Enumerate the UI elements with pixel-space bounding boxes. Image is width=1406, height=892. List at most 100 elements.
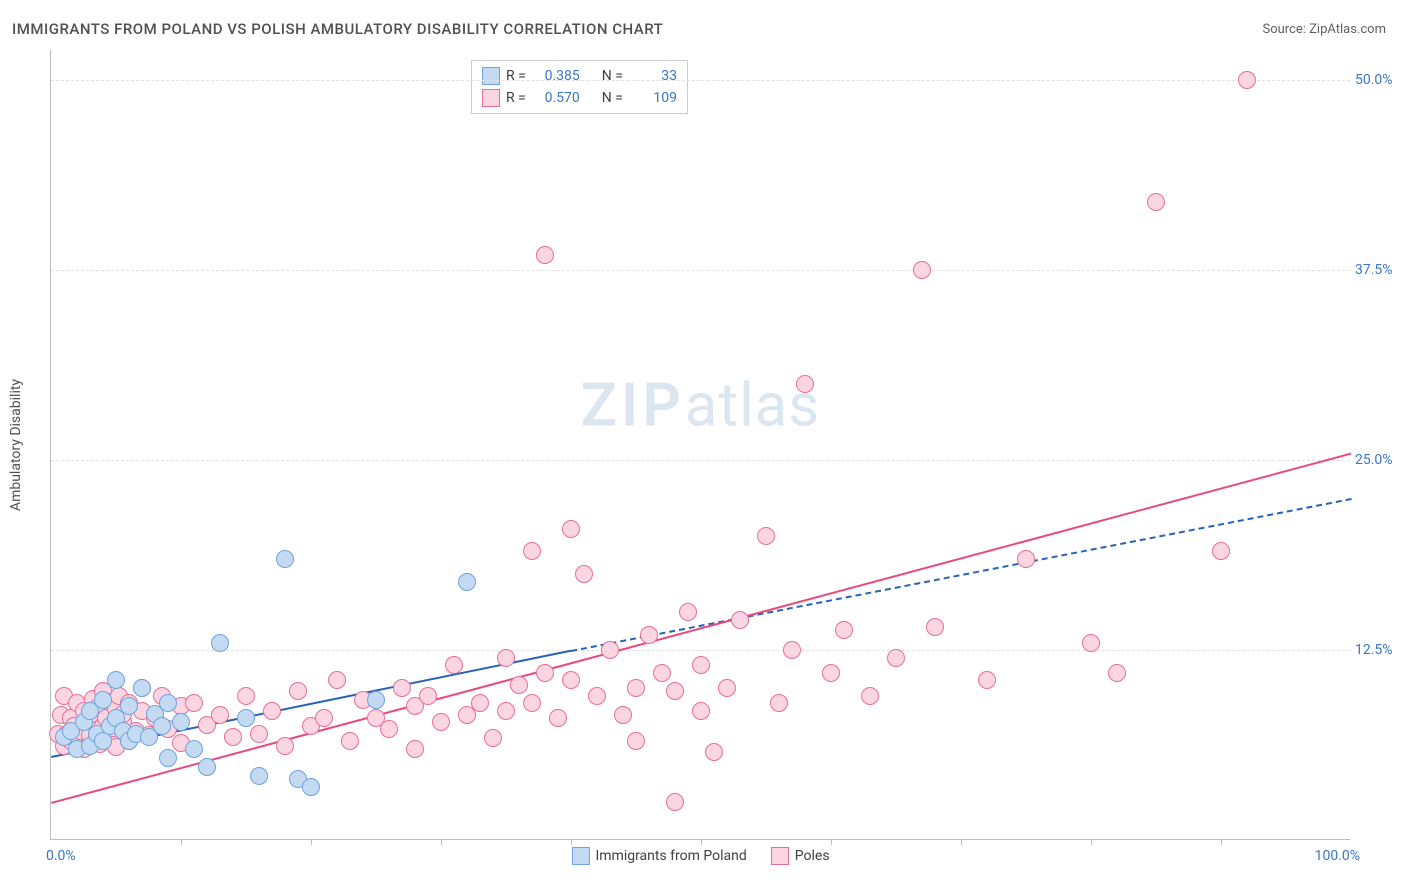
scatter-point-pink (289, 682, 307, 700)
legend-item-pink: Poles (771, 845, 830, 867)
scatter-point-pink (692, 656, 710, 674)
scatter-point-pink (640, 626, 658, 644)
scatter-point-pink (484, 729, 502, 747)
y-tick-label: 12.5% (1355, 642, 1405, 658)
gridline-h (51, 270, 1350, 271)
trend-line (51, 453, 1352, 804)
y-tick-label: 37.5% (1355, 262, 1405, 278)
n-value-blue: 33 (629, 68, 677, 84)
scatter-point-pink (510, 676, 528, 694)
r-label: R = (506, 90, 526, 106)
x-tick-mark (441, 839, 442, 845)
scatter-point-pink (497, 702, 515, 720)
scatter-point-pink (1017, 550, 1035, 568)
scatter-point-pink (380, 720, 398, 738)
scatter-point-blue (133, 679, 151, 697)
scatter-point-pink (796, 375, 814, 393)
x-tick-min: 0.0% (46, 848, 76, 864)
swatch-pink (482, 89, 500, 107)
n-label: N = (602, 68, 623, 84)
scatter-point-pink (666, 682, 684, 700)
scatter-point-blue (107, 671, 125, 689)
scatter-point-pink (250, 725, 268, 743)
scatter-point-pink (523, 542, 541, 560)
y-tick-label: 50.0% (1355, 72, 1405, 88)
scatter-point-pink (835, 621, 853, 639)
watermark-main: ZIP (581, 370, 685, 441)
correlation-legend: R = 0.385 N = 33 R = 0.570 N = 109 (471, 60, 688, 114)
scatter-point-pink (822, 664, 840, 682)
scatter-point-pink (653, 664, 671, 682)
scatter-point-blue (198, 758, 216, 776)
scatter-point-pink (692, 702, 710, 720)
scatter-plot: Ambulatory Disability ZIPatlas R = 0.385… (50, 50, 1350, 840)
scatter-point-pink (770, 694, 788, 712)
scatter-point-pink (601, 641, 619, 659)
x-tick-mark (311, 839, 312, 845)
r-label: R = (506, 68, 526, 84)
scatter-point-pink (328, 671, 346, 689)
scatter-point-pink (562, 671, 580, 689)
gridline-h (51, 460, 1350, 461)
scatter-point-pink (432, 713, 450, 731)
scatter-point-pink (276, 737, 294, 755)
scatter-point-pink (419, 687, 437, 705)
scatter-point-pink (1238, 71, 1256, 89)
scatter-point-blue (302, 778, 320, 796)
scatter-point-pink (887, 649, 905, 667)
scatter-point-blue (159, 694, 177, 712)
scatter-point-pink (1212, 542, 1230, 560)
n-value-pink: 109 (629, 90, 677, 106)
r-value-blue: 0.385 (532, 68, 580, 84)
series-label-blue: Immigrants from Poland (595, 848, 746, 864)
scatter-point-pink (783, 641, 801, 659)
n-label: N = (602, 90, 623, 106)
scatter-point-pink (523, 694, 541, 712)
scatter-point-pink (575, 565, 593, 583)
source-label: Source: (1262, 22, 1309, 37)
watermark: ZIPatlas (581, 370, 821, 441)
x-tick-mark (961, 839, 962, 845)
chart-title: IMMIGRANTS FROM POLAND VS POLISH AMBULAT… (12, 20, 663, 38)
swatch-blue (482, 67, 500, 85)
x-tick-max: 100.0% (1315, 848, 1360, 864)
y-tick-label: 25.0% (1355, 452, 1405, 468)
series-legend: Immigrants from Poland Poles (571, 845, 829, 867)
legend-item-blue: Immigrants from Poland (571, 845, 746, 867)
trend-line-dashed (571, 498, 1351, 652)
scatter-point-pink (445, 656, 463, 674)
scatter-point-blue (250, 767, 268, 785)
scatter-point-blue (120, 697, 138, 715)
scatter-point-pink (562, 520, 580, 538)
scatter-point-pink (705, 743, 723, 761)
scatter-point-pink (536, 246, 554, 264)
swatch-blue (571, 847, 589, 865)
scatter-point-pink (536, 664, 554, 682)
scatter-point-pink (627, 679, 645, 697)
scatter-point-blue (458, 573, 476, 591)
scatter-point-pink (627, 732, 645, 750)
scatter-point-blue (185, 740, 203, 758)
gridline-h (51, 650, 1350, 651)
x-tick-mark (1091, 839, 1092, 845)
scatter-point-pink (757, 527, 775, 545)
scatter-point-pink (263, 702, 281, 720)
scatter-point-blue (94, 691, 112, 709)
x-tick-mark (1221, 839, 1222, 845)
swatch-pink (771, 847, 789, 865)
source-value: ZipAtlas.com (1309, 22, 1386, 37)
scatter-point-pink (1082, 634, 1100, 652)
scatter-point-blue (237, 709, 255, 727)
series-label-pink: Poles (795, 848, 830, 864)
scatter-point-pink (588, 687, 606, 705)
r-value-pink: 0.570 (532, 90, 580, 106)
legend-row-pink: R = 0.570 N = 109 (482, 87, 677, 109)
scatter-point-pink (315, 709, 333, 727)
scatter-point-blue (153, 717, 171, 735)
scatter-point-pink (406, 740, 424, 758)
scatter-point-pink (497, 649, 515, 667)
scatter-point-pink (211, 706, 229, 724)
scatter-point-pink (679, 603, 697, 621)
source-citation: Source: ZipAtlas.com (1262, 22, 1386, 37)
legend-row-blue: R = 0.385 N = 33 (482, 65, 677, 87)
